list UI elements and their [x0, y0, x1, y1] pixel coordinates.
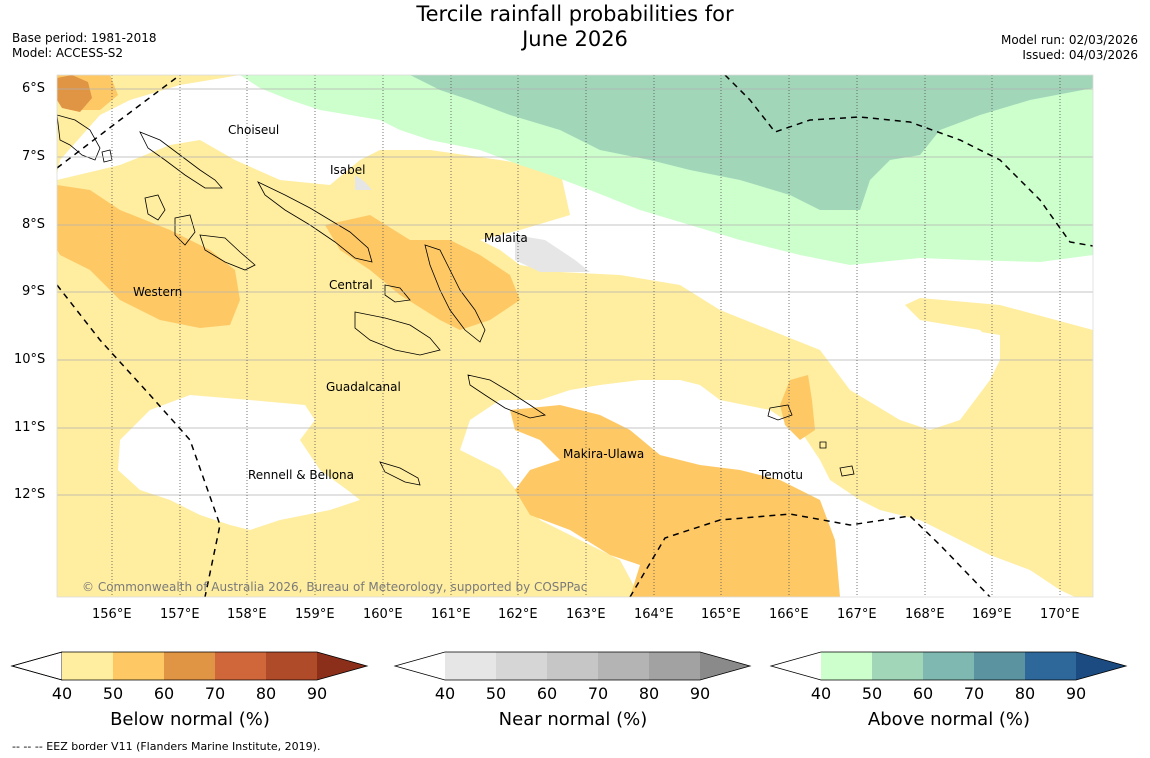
graticule-horizontal [57, 88, 1093, 496]
lon-label: 168°E [905, 607, 945, 622]
base-period: Base period: 1981-2018 [12, 31, 157, 45]
region-label-central: Central [329, 278, 373, 292]
colorbar-swatch [215, 652, 266, 680]
lon-label: 160°E [363, 607, 403, 622]
below-tick: 90 [306, 684, 328, 703]
coastlines [57, 114, 855, 486]
above-tick: 80 [1014, 684, 1036, 703]
model-run: Model run: 02/03/2026 [1000, 33, 1138, 47]
title-line-2: June 2026 [522, 27, 628, 51]
colorbar-below-normal [10, 651, 369, 681]
title-line-1: Tercile rainfall probabilities for [416, 2, 734, 26]
graticule-vertical [111, 75, 1061, 597]
near-tick: 80 [638, 684, 660, 703]
colorbar-swatch [164, 652, 215, 680]
colorbar-above-arrow-low [771, 652, 821, 680]
lon-label: 167°E [837, 607, 877, 622]
lat-label: 12°S [14, 487, 46, 502]
colorbar-near-normal [393, 651, 752, 681]
map-frame [56, 74, 1094, 598]
eez-border-note: -- -- -- EEZ border V11 (Flanders Marine… [12, 740, 321, 753]
below-normal-60-70-area [57, 75, 92, 112]
lon-label: 157°E [160, 607, 200, 622]
region-label-choiseul: Choiseul [228, 123, 280, 137]
colorbar-swatch [923, 652, 974, 680]
colorbar-swatch [872, 652, 923, 680]
colorbar-legends [10, 651, 1128, 681]
colorbar-swatch [496, 652, 547, 680]
near-tick: 60 [536, 684, 558, 703]
colorbar-swatch [62, 652, 113, 680]
probability-field [57, 75, 1093, 597]
lon-label: 164°E [634, 607, 674, 622]
near-tick: 40 [434, 684, 456, 703]
copyright-notice: © Commonwealth of Australia 2026, Bureau… [82, 580, 588, 594]
colorbar-below-arrow-low [10, 651, 63, 681]
above-tick: 50 [861, 684, 883, 703]
below-normal-title: Below normal (%) [110, 709, 270, 730]
lat-label: 7°S [22, 149, 46, 164]
colorbar-above-arrow-high [1076, 652, 1126, 680]
colorbar-swatch [821, 652, 872, 680]
below-tick: 50 [102, 684, 124, 703]
near-tick: 50 [485, 684, 507, 703]
map-title: Tercile rainfall probabilities for June … [0, 2, 1150, 52]
lat-label: 6°S [22, 81, 46, 96]
colorbar-near-arrow-low [395, 652, 445, 680]
above-tick: 90 [1065, 684, 1087, 703]
below-tick: 40 [51, 684, 73, 703]
colorbar-swatch [649, 652, 700, 680]
above-tick: 40 [810, 684, 832, 703]
lat-label: 10°S [14, 352, 46, 367]
colorbar-near-arrow-high [700, 652, 750, 680]
eez-border [57, 75, 1093, 597]
lon-label: 162°E [498, 607, 538, 622]
model-name: Model: ACCESS-S2 [12, 46, 124, 60]
lon-label: 158°E [227, 607, 267, 622]
above-normal-50-60-area [410, 75, 1093, 210]
lon-label: 156°E [92, 607, 132, 622]
meta-left: Base period: 1981-2018 Model: ACCESS-S2 [12, 31, 157, 61]
region-label-malaita: Malaita [484, 231, 528, 245]
lon-label: 161°E [431, 607, 471, 622]
meta-right: Model run: 02/03/2026 Issued: 04/03/2026 [1001, 33, 1138, 63]
issued-date: Issued: 04/03/2026 [1022, 48, 1138, 62]
lat-label: 11°S [14, 420, 46, 435]
lon-label: 170°E [1040, 607, 1080, 622]
region-label-western: Western [133, 285, 183, 299]
colorbar-swatch [598, 652, 649, 680]
near-tick: 70 [587, 684, 609, 703]
colorbar-below-arrow-high [317, 652, 367, 680]
colorbar-swatch [547, 652, 598, 680]
lon-label: 169°E [972, 607, 1012, 622]
region-label-guadalcanal: Guadalcanal [326, 380, 401, 394]
colorbar-swatch [1025, 652, 1076, 680]
lon-label: 159°E [295, 607, 335, 622]
near-normal-title: Near normal (%) [498, 709, 648, 730]
lat-label: 8°S [22, 217, 46, 232]
lon-label: 165°E [701, 607, 741, 622]
near-normal-40-50-area [515, 235, 590, 272]
colorbar-swatch [113, 652, 164, 680]
colorbar-swatch [266, 652, 317, 680]
region-label-isabel: Isabel [330, 163, 366, 177]
above-tick: 70 [963, 684, 985, 703]
near-tick: 90 [689, 684, 711, 703]
above-tick: 60 [912, 684, 934, 703]
colorbar-above-normal [769, 651, 1128, 681]
colorbar-swatch [974, 652, 1025, 680]
lon-label: 163°E [566, 607, 606, 622]
region-label-temotu: Temotu [759, 468, 804, 482]
lat-label: 9°S [22, 284, 46, 299]
below-normal-50-60-area [57, 75, 840, 597]
above-normal-title: Above normal (%) [867, 709, 1031, 730]
colorbar-swatch [445, 652, 496, 680]
lon-label: 166°E [769, 607, 809, 622]
below-tick: 70 [204, 684, 226, 703]
below-tick: 60 [153, 684, 175, 703]
region-label-makira-ulawa: Makira-Ulawa [563, 447, 645, 461]
below-tick: 80 [255, 684, 277, 703]
region-label-rennell-bellona: Rennell & Bellona [248, 468, 355, 482]
